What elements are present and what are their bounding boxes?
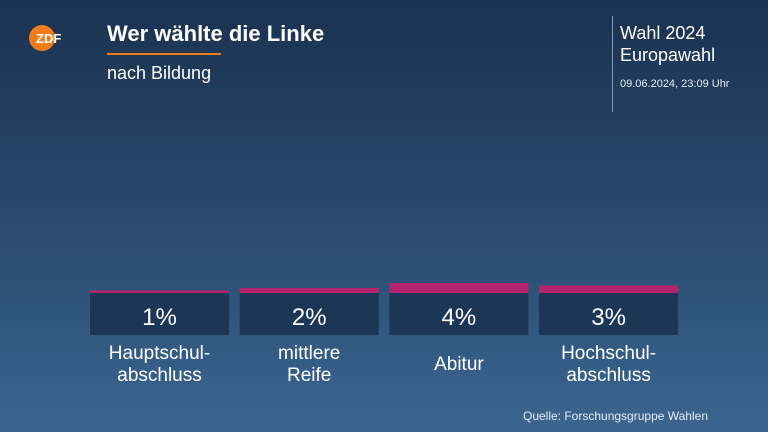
election-label: Wahl 2024 Europawahl [620, 22, 715, 66]
election-line-2: Europawahl [620, 45, 716, 65]
bar-1 [90, 290, 229, 293]
election-line-1: Wahl 2024 [620, 23, 706, 43]
zdf-logo: ZDF [29, 25, 61, 51]
bar-3 [389, 283, 529, 293]
title-underline [107, 53, 221, 55]
header-divider [612, 16, 613, 112]
timestamp: 09.06.2024, 23:09 Uhr [620, 78, 730, 90]
source-note: Quelle: Forschungsgruppe Wahlen [523, 409, 708, 423]
chart-title: Wer wählte die Linke [107, 21, 325, 46]
category-label-4: Hochschul-abschluss [561, 343, 656, 386]
value-label-3: 4% [442, 304, 477, 331]
value-box-1 [90, 293, 229, 335]
category-label-2: mittlere Reife [278, 343, 340, 386]
value-label-1: 1% [142, 304, 177, 331]
category-label-3: Abitur [434, 354, 484, 375]
zdf-logo-text: ZDF [36, 31, 61, 46]
value-box-4 [539, 293, 679, 335]
chart-subtitle: nach Bildung [107, 63, 212, 83]
value-label-2: 2% [292, 304, 327, 331]
value-box-3 [389, 293, 529, 335]
bar-4 [539, 285, 679, 293]
value-label-4: 3% [591, 304, 626, 331]
value-box-2 [239, 293, 379, 335]
category-label-1: Hauptschul-abschluss [109, 343, 210, 386]
bar-2 [239, 288, 379, 293]
